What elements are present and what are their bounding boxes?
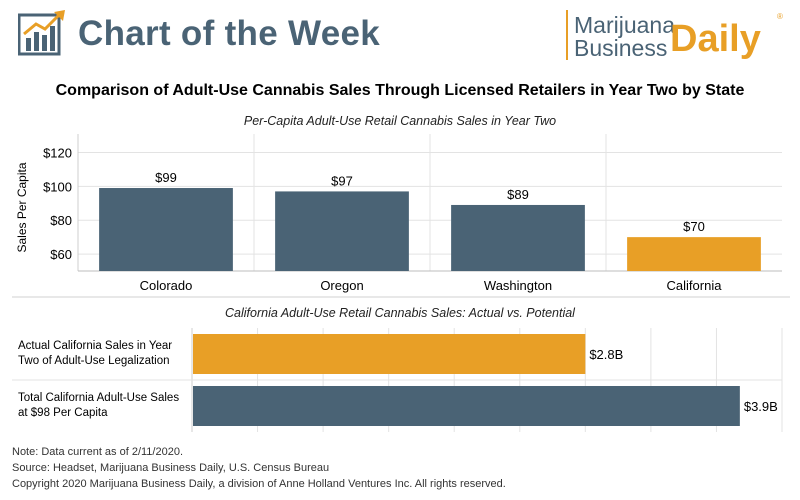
logo-accent-bar	[566, 10, 568, 60]
bar-data-label: $99	[155, 170, 177, 185]
logo-line-business: Business	[574, 35, 668, 61]
x-tick-label: Oregon	[320, 278, 363, 293]
chart-title: Comparison of Adult-Use Cannabis Sales T…	[55, 82, 745, 99]
per-capita-bar-chart: $60 $80 $100 $120 $99 Colorado $97 Oregon $89 Was…	[12, 134, 790, 298]
source-text: Source: Headset, Marijuana Business Dail…	[12, 462, 330, 474]
y-tick-label: $60	[50, 247, 72, 262]
footnotes: Note: Data current as of 2/11/2020. Sour…	[12, 444, 506, 492]
y-axis-label: Sales Per Capita	[15, 162, 29, 252]
y-tick-label: $100	[43, 179, 72, 194]
x-tick-label: California	[667, 278, 723, 293]
bar	[451, 204, 585, 271]
logo-word-daily: Daily	[670, 18, 761, 60]
y-category-label: Two of Adult-Use Legalization	[18, 355, 170, 367]
hbar	[193, 334, 586, 374]
x-tick-label: Washington	[484, 278, 552, 293]
y-category-label: Actual California Sales in Year	[18, 340, 172, 352]
bar-data-label: $97	[331, 173, 353, 188]
hbar-data-label: $3.9B	[744, 399, 778, 414]
hbar-chart-subtitle: California Adult-Use Retail Cannabis Sal…	[225, 306, 575, 320]
note-text: Note: Data current as of 2/11/2020.	[12, 446, 184, 458]
bar-data-label: $70	[683, 219, 705, 234]
y-tick-label: $80	[50, 213, 72, 228]
bar-chart-subtitle: Per-Capita Adult-Use Retail Cannabis Sal…	[243, 114, 557, 128]
y-category-label: at $98 Per Capita	[18, 407, 108, 419]
logo-line-marijuana: Marijuana	[574, 12, 675, 38]
bar	[627, 237, 761, 271]
bar-data-label: $89	[507, 187, 529, 202]
hbar	[193, 386, 740, 426]
bar	[99, 188, 233, 271]
bar	[275, 191, 409, 271]
marijuana-business-daily-logo: Marijuana Business Daily ®	[566, 10, 786, 64]
california-sales-hbar-chart: $2.8B Actual California Sales in Year Two …	[12, 328, 783, 432]
copyright-text: Copyright 2020 Marijuana Business Daily,…	[12, 478, 506, 490]
y-category-label: Total California Adult-Use Sales	[18, 392, 179, 404]
logo-registered-mark: ®	[777, 12, 783, 21]
chart-of-the-week-title: Chart of the Week	[78, 14, 381, 53]
x-tick-label: Colorado	[140, 278, 193, 293]
y-tick-label: $120	[43, 145, 72, 160]
hbar-data-label: $2.8B	[589, 347, 623, 362]
chart-of-the-week-icon	[18, 10, 65, 56]
banner: Chart of the Week Marijuana Business Dai…	[0, 0, 800, 68]
